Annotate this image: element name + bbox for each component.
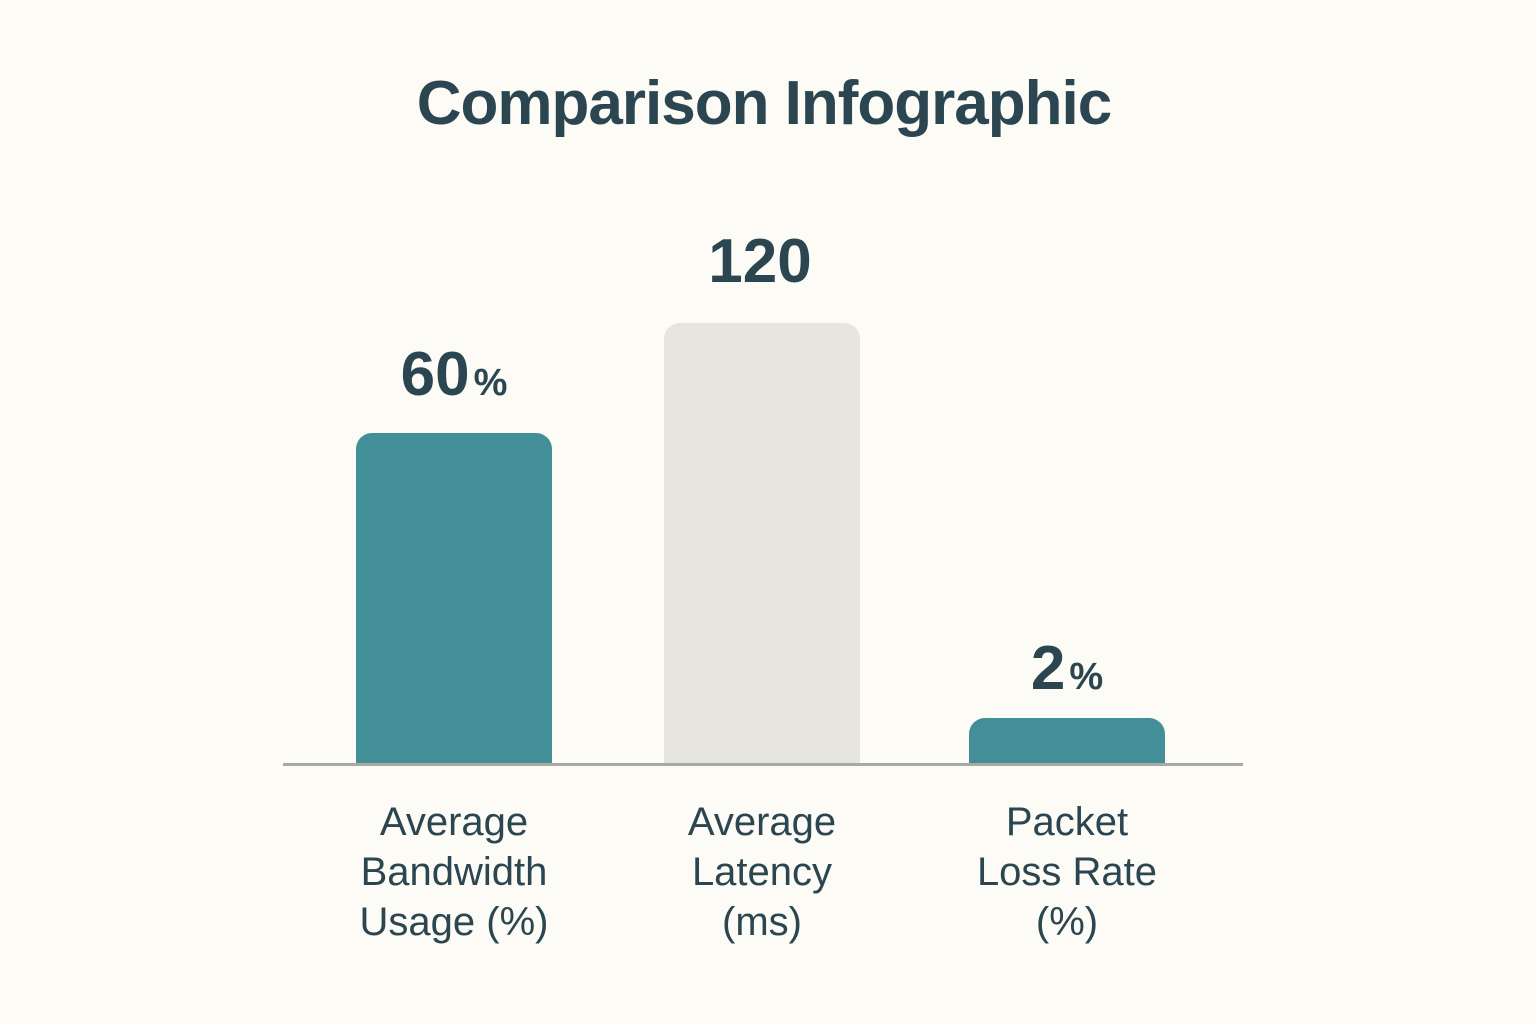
category-line: Usage (%)	[359, 900, 549, 944]
category-line: Average	[379, 800, 529, 844]
category-line: Latency	[691, 850, 833, 894]
category-line: (ms)	[722, 900, 802, 944]
category-line: Loss Rate	[976, 850, 1158, 894]
percent-suffix: %	[1069, 656, 1104, 698]
category-label-average-bandwidth-usage: Average Bandwidth Usage (%)	[294, 797, 614, 947]
value-label-packet-loss-rate: 2%	[917, 636, 1217, 701]
category-line: Bandwidth	[360, 850, 548, 894]
value-number: 120	[708, 227, 812, 296]
value-label-average-bandwidth-usage: 60%	[304, 342, 604, 407]
category-label-average-latency: Average Latency (ms)	[602, 797, 922, 947]
value-label-average-latency: 120	[612, 229, 912, 294]
chart-title: Comparison Infographic	[416, 69, 1112, 138]
category-line: Average	[687, 800, 837, 844]
category-line: Packet	[1005, 800, 1129, 844]
bar-average-latency	[664, 323, 860, 765]
bar-average-bandwidth-usage	[356, 433, 552, 765]
x-axis-line	[283, 763, 1243, 766]
category-line: (%)	[1035, 900, 1099, 944]
percent-suffix: %	[473, 362, 508, 404]
value-number: 60	[400, 340, 470, 409]
category-label-packet-loss-rate: Packet Loss Rate (%)	[907, 797, 1227, 947]
bar-packet-loss-rate	[969, 718, 1165, 765]
value-number: 2	[1030, 634, 1066, 703]
